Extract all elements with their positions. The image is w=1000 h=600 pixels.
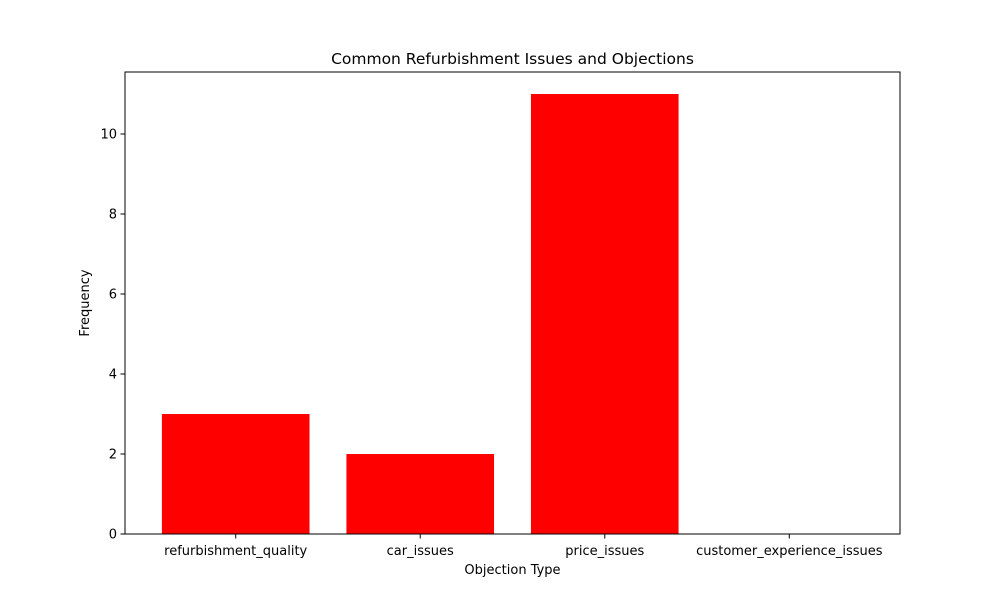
plot-frame	[124, 71, 901, 535]
x-axis-label: Objection Type	[464, 563, 560, 578]
bar-car_issues	[346, 454, 495, 534]
y-axis: 0 2 4 6 8 10	[100, 128, 125, 543]
x-tick-label: price_issues	[565, 544, 644, 559]
x-tick-label: customer_experience_issues	[696, 544, 883, 559]
y-tick-label: 10	[100, 128, 117, 143]
bar-price_issues	[530, 94, 679, 534]
bars-group	[161, 94, 679, 534]
y-tick-label: 2	[109, 448, 117, 463]
x-tick-label: car_issues	[387, 544, 454, 559]
bar-refurbishment_quality	[161, 414, 310, 534]
chart-title: Common Refurbishment Issues and Objectio…	[331, 50, 694, 68]
y-tick-label: 4	[109, 368, 117, 383]
y-tick-label: 0	[109, 528, 117, 543]
y-tick-label: 6	[109, 288, 117, 303]
y-tick-label: 8	[109, 208, 117, 223]
x-axis: refurbishment_quality car_issues price_iss…	[164, 534, 883, 559]
x-tick-label: refurbishment_quality	[164, 544, 307, 559]
y-axis-label: Frequency	[78, 269, 93, 336]
